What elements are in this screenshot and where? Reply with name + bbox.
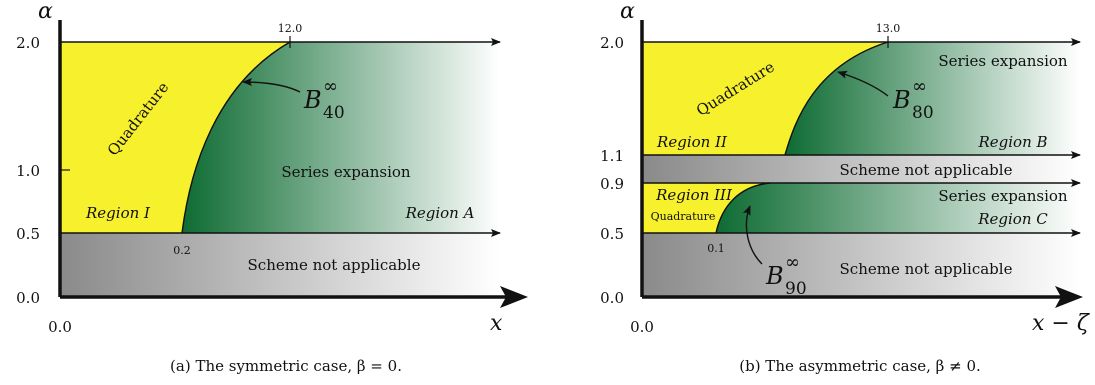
panel-a: α x 2.0 1.0 0.5 0.0 0.0 12.0 0.2 Quadrat…: [16, 0, 528, 375]
region-gray-b-bottom: [642, 233, 1080, 296]
b-top-label: B ∞ 80: [892, 76, 934, 123]
b-sup-a: ∞: [323, 76, 338, 97]
b-bottom-label: B ∞ 90: [765, 252, 807, 299]
top-tick-label-b: 13.0: [876, 22, 901, 35]
x-axis-label-b: x − ζ: [1032, 311, 1091, 336]
region-b-label-b: Region B: [977, 133, 1047, 151]
b-bottom-sub: 90: [785, 279, 807, 299]
x-origin-b: 0.0: [630, 318, 654, 336]
region-gray-b-mid: [642, 155, 1080, 183]
series-expansion-label-a: Series expansion: [281, 163, 411, 181]
caption-b: (b) The asymmetric case, β ≠ 0.: [739, 357, 981, 375]
region-3-label-b: Region III: [655, 186, 733, 204]
panel-b: α x − ζ 2.0 1.1 0.9 0.5 0.0 0.0 13.0 0.1…: [600, 0, 1091, 375]
x-axis-arrowhead-a: [500, 286, 528, 308]
region-c-label-b: Region C: [977, 210, 1048, 228]
region-gray-a: [60, 233, 500, 296]
region-yellow-b-upper: [642, 42, 888, 155]
y-tick-1-a: 1.0: [16, 162, 40, 180]
region-yellow-a: [60, 42, 290, 233]
y-tick-2-b: 2.0: [600, 34, 624, 52]
y-tick-05-b: 0.5: [600, 225, 624, 243]
scheme-na-bottom-label-b: Scheme not applicable: [840, 260, 1013, 278]
y-tick-0-a: 0.0: [16, 289, 40, 307]
b-symbol-a: B: [303, 86, 322, 114]
quadrature-small-label-b: Quadrature: [651, 210, 716, 223]
y-axis-label-b: α: [620, 0, 635, 24]
boundary-curve-b-upper: [784, 41, 889, 156]
region-a-label-a: Region A: [405, 204, 475, 222]
b-top-sub: 80: [912, 103, 934, 123]
bottom-tick-label-b: 0.1: [707, 242, 725, 255]
b-sub-a: 40: [323, 103, 345, 123]
scheme-na-label-a: Scheme not applicable: [248, 256, 421, 274]
y-tick-0-b: 0.0: [600, 289, 624, 307]
top-tick-label-a: 12.0: [278, 22, 303, 35]
series-expansion-mid-label-b: Series expansion: [938, 187, 1068, 205]
scheme-na-mid-label-b: Scheme not applicable: [840, 161, 1013, 179]
b-label-a: B ∞ 40: [303, 76, 345, 123]
y-axis-label-a: α: [38, 0, 53, 24]
b-bottom-pointer-arrow: [742, 205, 763, 265]
b-top-symbol: B: [892, 86, 911, 114]
b-bottom-symbol: B: [765, 262, 784, 290]
boundary-curve-b-lower: [715, 182, 771, 234]
b-top-pointer-arrow: [837, 70, 889, 97]
bottom-tick-label-a: 0.2: [173, 244, 191, 257]
y-tick-2-a: 2.0: [16, 34, 40, 52]
b-pointer-arrow-a: [242, 78, 301, 93]
region-yellow-b-lower: [642, 183, 770, 233]
y-tick-05-a: 0.5: [16, 225, 40, 243]
x-axis-arrowhead-b: [1055, 286, 1083, 308]
x-origin-a: 0.0: [48, 318, 72, 336]
b-bottom-sup: ∞: [785, 252, 800, 273]
boundary-curve-a: [181, 41, 291, 234]
y-tick-11-b: 1.1: [600, 147, 624, 165]
series-expansion-top-label-b: Series expansion: [938, 52, 1068, 70]
region-1-label-a: Region I: [85, 204, 151, 222]
region-2-label-b: Region II: [656, 133, 728, 151]
b-top-sup: ∞: [912, 76, 927, 97]
y-tick-09-b: 0.9: [600, 175, 624, 193]
caption-a: (a) The symmetric case, β = 0.: [170, 357, 402, 375]
x-axis-label-a: x: [490, 311, 503, 336]
